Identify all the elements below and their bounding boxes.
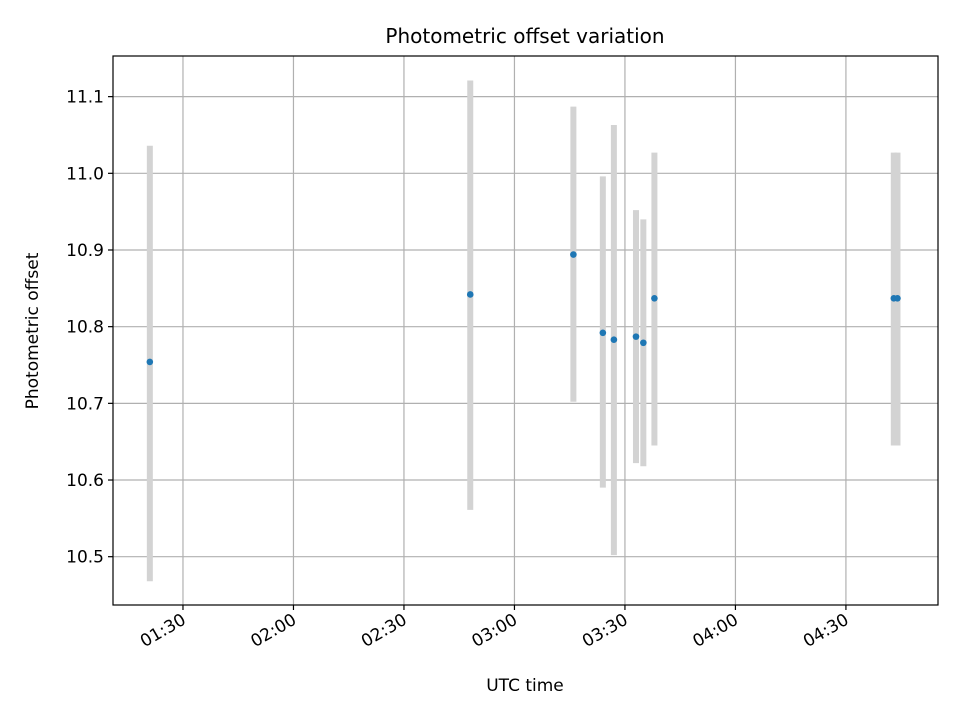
y-axis: 10.5 10.6 10.7 10.8 10.9 11.0 11.1 [66,88,113,568]
plot-frame [112,55,939,606]
x-axis-label: UTC time [486,676,564,696]
data-points [146,251,901,366]
grid [113,56,938,605]
data-point [640,339,647,347]
data-point [146,358,154,366]
y-tick-label: 10.7 [66,394,104,414]
data-point [894,294,901,302]
data-point [599,329,607,337]
y-tick-label: 10.8 [66,318,104,338]
data-point [651,294,658,302]
data-point [570,251,577,258]
y-tick-label: 10.5 [66,548,104,568]
y-tick-label: 10.9 [66,241,104,261]
chart-title: Photometric offset variation [385,24,664,48]
data-point [466,291,474,298]
y-axis-label: Photometric offset [23,252,43,409]
y-tick-label: 10.6 [66,471,104,491]
y-tick-label: 11.0 [66,164,104,184]
y-tick-label: 11.1 [66,88,104,108]
data-point [610,336,618,344]
data-point [632,333,640,340]
